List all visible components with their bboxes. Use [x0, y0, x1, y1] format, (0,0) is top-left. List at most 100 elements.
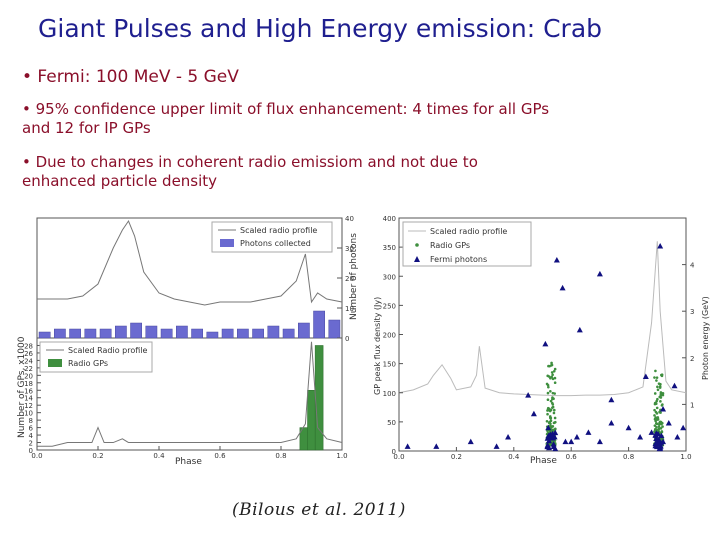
radio-gp-point: [545, 382, 549, 386]
fermi-photon-marker: [544, 435, 551, 441]
bullet-confidence-limit: • 95% confidence upper limit of flux enh…: [22, 100, 550, 137]
radio-gp-point: [653, 392, 657, 395]
right-y2-tick-label: 4: [690, 262, 695, 270]
photon-count-bar: [54, 328, 66, 339]
fermi-photon-marker: [467, 438, 474, 445]
bottom-y-tick-label: 28: [24, 342, 33, 350]
radio-gp-point: [547, 385, 550, 389]
radio-gp-point: [659, 400, 662, 403]
right-y-tick-label: 150: [383, 361, 396, 369]
fermi-photon-marker: [545, 424, 552, 431]
radio-gp-point: [655, 376, 659, 379]
right-x-tick-label: 0.2: [451, 453, 462, 461]
radio-gp-point: [657, 382, 661, 385]
bottom-x-tick-label: 0.4: [153, 452, 165, 460]
radio-gp-point: [653, 430, 656, 433]
right-figure: 0 50 100 150 200 250 300 350 400 1 2 3 4 0.0 0.2 0.4 0…: [373, 215, 710, 466]
radio-gp-point: [553, 376, 557, 380]
radio-gp-point: [552, 408, 556, 412]
bottom-x-tick-label: 0.2: [92, 452, 103, 460]
bottom-y-tick-label: 8: [29, 417, 33, 425]
radio-gp-point: [553, 416, 557, 420]
right-y2-axis-label: Photon energy (GeV): [701, 296, 710, 380]
legend-label: Radio GPs: [430, 241, 470, 250]
radio-gp-point: [551, 401, 554, 405]
fermi-photon-marker: [657, 242, 664, 249]
photon-count-bar: [99, 328, 112, 339]
radio-gp-point: [656, 397, 659, 401]
legend-dot-icon: [415, 243, 419, 247]
fermi-photon-marker: [665, 420, 672, 426]
radio-gp-point: [656, 429, 660, 433]
top-y-tick-label: 10: [345, 305, 354, 313]
top-y-tick-label: 40: [345, 215, 354, 223]
radio-gp-point: [546, 391, 550, 395]
fermi-photon-marker: [652, 442, 659, 449]
bottom-y-axis-label: Number of GPs, x1000: [17, 336, 27, 438]
photon-count-bar: [130, 322, 142, 339]
fermi-photon-marker: [625, 424, 632, 431]
top-y-tick-label: 30: [345, 245, 354, 253]
right-legend: Scaled radio profile Radio GPs Fermi pho…: [402, 221, 532, 267]
radio-gp-point: [551, 373, 554, 377]
fermi-photon-marker: [493, 443, 500, 449]
top-y-tick-label: 0: [345, 335, 349, 343]
bottom-y-tick-label: 20: [24, 372, 33, 380]
bottom-y-tick-label: 12: [24, 402, 33, 410]
photon-count-bar: [282, 328, 295, 339]
fermi-photon-marker: [596, 270, 603, 277]
right-x-tick-label: 1.0: [680, 453, 691, 461]
radio-gp-point: [653, 414, 656, 417]
citation-caption: (Bilous et al. 2011): [232, 500, 406, 520]
radio-gp-point: [546, 406, 550, 410]
bottom-x-tick-label: 1.0: [336, 452, 347, 460]
radio-gp-point: [654, 369, 657, 373]
right-x-axis-label: Phase: [530, 456, 557, 466]
right-x-tick-label: 0.6: [566, 453, 578, 461]
right-y-tick-label: 350: [383, 244, 396, 252]
radio-gp-point: [550, 363, 554, 367]
right-x-tick-label: 0.0: [393, 453, 404, 461]
radio-gp-point: [554, 427, 557, 431]
radio-gp-point: [548, 409, 552, 413]
fermi-photon-marker: [637, 434, 644, 440]
fermi-photon-marker: [596, 438, 603, 445]
radio-gp-point: [660, 422, 663, 426]
fermi-photon-marker: [585, 429, 592, 435]
radio-gp-point: [660, 430, 664, 433]
slide-title: Giant Pulses and High Energy emission: C…: [38, 14, 603, 43]
top-y-axis-label: Number of photons: [349, 233, 359, 320]
radio-gp-point: [552, 369, 556, 373]
radio-gp-point: [550, 428, 553, 431]
radio-gp-point: [654, 418, 657, 421]
radio-gp-point: [657, 425, 661, 428]
radio-gp-point: [654, 416, 657, 419]
radio-gp-point: [653, 424, 657, 427]
right-y-tick-label: 250: [383, 302, 396, 310]
radio-gp-point: [554, 420, 557, 424]
fermi-photon-marker: [544, 442, 551, 448]
radio-gp-point: [654, 402, 658, 406]
radio-gp-bar: [307, 390, 316, 451]
radio-gp-point: [659, 396, 663, 399]
legend-triangle-icon: [414, 256, 420, 262]
radio-gp-point: [653, 428, 657, 431]
radio-gp-point: [545, 419, 549, 423]
radio-gp-point: [653, 376, 656, 379]
right-y2-tick-label: 2: [690, 355, 694, 363]
radio-gp-point: [656, 416, 660, 419]
bottom-x-tick-label: 0.8: [275, 452, 286, 460]
radio-gp-point: [656, 388, 660, 392]
radio-gp-point: [553, 367, 557, 371]
radio-gp-point: [655, 399, 658, 403]
fermi-photon-marker: [658, 432, 665, 439]
radio-gp-point: [546, 412, 549, 416]
bottom-y-tick-label: 14: [24, 395, 33, 403]
right-x-tick-label: 0.4: [508, 453, 520, 461]
radio-gp-point: [655, 379, 658, 382]
right-y-tick-label: 50: [387, 419, 396, 427]
radio-gp-point: [548, 415, 552, 419]
fermi-photon-marker: [553, 256, 560, 263]
radio-gp-point: [655, 422, 659, 426]
